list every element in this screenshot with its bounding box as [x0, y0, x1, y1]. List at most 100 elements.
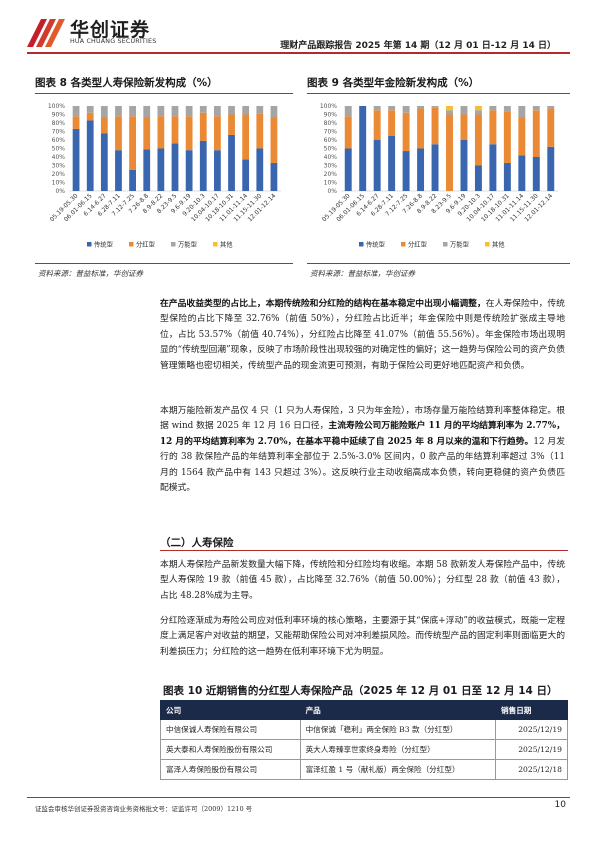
bar-segment-dividend — [129, 116, 136, 170]
legend-swatch-universal — [443, 242, 448, 247]
bar-segment-dividend — [474, 114, 482, 166]
figure-10-title: 图表 10 近期销售的分红型人寿保险产品（2025 年 12 月 01 日至 1… — [163, 685, 558, 697]
bar-segment-dividend — [256, 113, 264, 149]
bar-segment-universal — [431, 106, 439, 108]
section-title: （二）人寿保险 — [160, 537, 234, 549]
bar-segment-universal — [185, 106, 193, 117]
bar-segment-dividend — [86, 112, 94, 121]
bar-segment-other — [446, 106, 453, 111]
legend-label: 传统型 — [94, 240, 113, 249]
legend-swatch-dividend — [129, 242, 134, 247]
paragraph-2-bold: 主流寿险公司万能险账户 11 月的平均结算利率为 2.77%，12 月的平均结算… — [160, 421, 565, 447]
bar-segment-universal — [460, 106, 468, 115]
bar-segment-other — [474, 106, 482, 111]
legend-swatch-traditional — [359, 242, 364, 247]
column-header-product: 产品 — [299, 700, 497, 720]
bar-segment-dividend — [547, 108, 555, 147]
bar-segment-traditional — [359, 106, 367, 191]
column-header-company: 公司 — [160, 700, 301, 720]
y-tick-label: 60% — [324, 137, 338, 144]
y-tick-label: 20% — [52, 171, 66, 178]
header-divider — [27, 52, 570, 54]
cell-date: 2025/12/19 — [495, 719, 568, 740]
legend-label: 万能型 — [178, 240, 197, 249]
bar-segment-universal — [474, 110, 482, 115]
y-tick-label: 80% — [324, 120, 338, 127]
paragraph-1-bold: 在产品收益类型的占比上，本期传统险和分红险的结构在基本稳定中出现小幅调整， — [160, 299, 486, 309]
table-header-row: 公司 产品 销售日期 — [160, 700, 568, 720]
bar-segment-traditional — [157, 148, 165, 191]
bar-segment-dividend — [388, 110, 396, 136]
y-tick-label: 10% — [52, 180, 66, 187]
logo-icon — [27, 17, 65, 47]
bar-segment-traditional — [214, 150, 221, 191]
column-header-date: 销售日期 — [495, 700, 568, 720]
bar-segment-dividend — [270, 117, 278, 163]
bar-segment-dividend — [100, 117, 108, 134]
bar-segment-traditional — [228, 134, 235, 191]
y-tick-label: 70% — [324, 129, 338, 136]
figure-8-bottom-rule — [35, 263, 293, 264]
bar-segment-traditional — [100, 133, 108, 191]
bar-segment-universal — [86, 106, 94, 113]
legend-label: 分红型 — [136, 240, 155, 249]
y-tick-label: 40% — [52, 154, 66, 161]
y-tick-label: 30% — [52, 163, 66, 170]
bar-segment-dividend — [157, 116, 165, 149]
y-tick-label: 100% — [48, 103, 65, 110]
bar-segment-universal — [547, 106, 555, 109]
y-tick-label: 40% — [324, 154, 338, 161]
legend-label: 分红型 — [408, 240, 427, 249]
table-row: 英大泰和人寿保险股份有限公司 英大人寿臻享世家终身寿险（分红型） 2025/12… — [160, 739, 568, 760]
bar-segment-traditional — [518, 155, 526, 191]
bar-segment-traditional — [373, 140, 381, 191]
logo-text: 华创证券 — [70, 19, 151, 41]
bar-segment-traditional — [503, 162, 511, 191]
bar-segment-universal — [532, 106, 540, 111]
paragraph-2: 本期万能险新发产品仅 4 只（1 只为人寿保险，3 只为年金险），市场存量万能险… — [160, 404, 565, 496]
y-tick-label: 50% — [52, 146, 66, 153]
table-row: 富泽人寿保险股份有限公司 富泽红盈 1 号（献礼版）两全保险（分红型） 2025… — [160, 759, 568, 780]
bar-segment-dividend — [460, 114, 468, 140]
bar-segment-dividend — [115, 116, 122, 151]
bar-segment-traditional — [489, 144, 497, 191]
bar-segment-universal — [214, 106, 221, 117]
bar-segment-traditional — [388, 135, 396, 191]
bar-segment-traditional — [532, 157, 540, 191]
bar-segment-traditional — [417, 148, 425, 191]
y-tick-label: 30% — [324, 163, 338, 170]
bar-segment-dividend — [185, 116, 193, 151]
cell-date: 2025/12/19 — [495, 739, 568, 760]
paragraph-2-text-1: 本期万能险新发产品仅 4 只（1 只为人寿保险，3 只为年金险），市场存量万能险… — [160, 406, 565, 432]
y-tick-label: 10% — [324, 180, 338, 187]
bar-segment-universal — [446, 110, 453, 115]
y-tick-label: 80% — [52, 120, 66, 127]
paragraph-1-text: 在人寿保险中，传统型保险的占比下降至 32.76%（前值 50%），分红险占比近… — [160, 299, 565, 371]
bar-segment-traditional — [460, 140, 468, 191]
bar-segment-universal — [171, 106, 179, 117]
paragraph-1: 在产品收益类型的占比上，本期传统险和分红险的结构在基本稳定中出现小幅调整，在人寿… — [160, 297, 565, 374]
bar-segment-traditional — [129, 169, 136, 191]
bar-segment-dividend — [214, 116, 221, 151]
cell-company: 英大泰和人寿保险股份有限公司 — [160, 739, 301, 760]
bar-segment-universal — [157, 106, 165, 117]
legend-swatch-traditional — [87, 242, 92, 247]
bar-segment-dividend — [143, 117, 151, 150]
bar-segment-universal — [503, 106, 511, 112]
bar-segment-universal — [388, 106, 396, 111]
page-number: 10 — [554, 800, 566, 810]
bar-segment-universal — [256, 106, 264, 114]
figure-8-source: 资料来源：普益标准，华创证券 — [38, 269, 143, 278]
bar-segment-dividend — [171, 116, 179, 144]
y-tick-label: 90% — [324, 112, 338, 119]
section-divider — [160, 550, 568, 551]
bar-segment-universal — [270, 106, 278, 118]
paragraph-3: 本期人寿保险产品新发数量大幅下降，传统险和分红险均有收缩。本期 58 款新发人寿… — [160, 560, 565, 601]
figure-8-chart: 0%10%20%30%40%50%60%70%80%90%100%05.19-0… — [48, 103, 281, 249]
legend-label: 万能型 — [450, 240, 469, 249]
bar-segment-traditional — [344, 148, 352, 191]
bar-segment-traditional — [547, 146, 555, 191]
table-row: 中信保诚人寿保险有限公司 中信保诚「稳利」两全保险 B3 款（分红型） 2025… — [160, 719, 568, 740]
cell-product: 英大人寿臻享世家终身寿险（分红型） — [299, 739, 497, 760]
legend-label: 传统型 — [366, 240, 385, 249]
